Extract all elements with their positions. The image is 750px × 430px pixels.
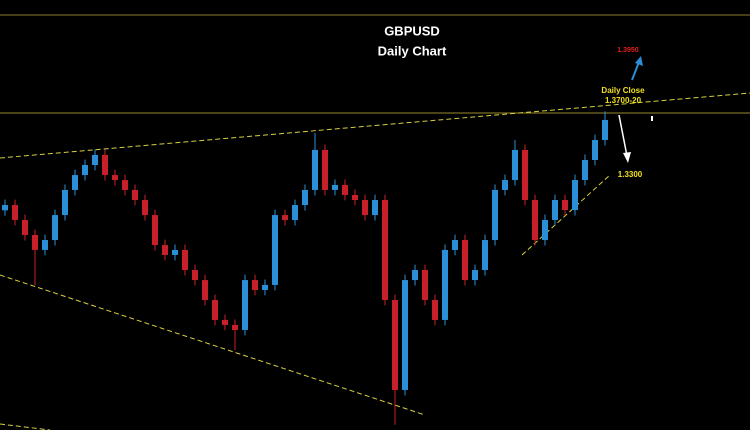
candle-body (302, 189, 308, 206)
candle-body (422, 270, 428, 301)
candle-body (432, 300, 438, 320)
candle-body (382, 200, 388, 301)
chart-subtitle: Daily Chart (378, 43, 447, 58)
candle-body (332, 184, 338, 190)
candle-body (202, 280, 208, 301)
candle-body (362, 200, 368, 216)
candle-body (412, 270, 418, 281)
arrow-head (623, 152, 631, 163)
candle-body (152, 215, 158, 246)
candle-body (342, 184, 348, 195)
candle-body (82, 164, 88, 176)
candle-body (472, 270, 478, 281)
candle-body (262, 284, 268, 290)
candle-body (212, 300, 218, 320)
candle-body (142, 200, 148, 216)
candle-body (372, 200, 378, 216)
candle-body (192, 270, 198, 281)
candle-body (162, 245, 168, 255)
trend-line (0, 92, 750, 159)
candle-body (282, 215, 288, 221)
annotation: Daily Close (601, 86, 645, 95)
candle-body (52, 215, 58, 241)
candle-body (32, 235, 38, 250)
trend-line (0, 423, 51, 430)
candle-body (312, 149, 318, 190)
candle-body (322, 149, 328, 190)
candles (2, 111, 608, 425)
trend-line (521, 174, 611, 256)
candle-body (112, 175, 118, 181)
arrow (631, 61, 640, 81)
candle-body (252, 280, 258, 290)
chart-title: GBPUSD (384, 23, 440, 38)
candle-body (102, 154, 108, 176)
candle-body (172, 249, 178, 255)
candle-body (452, 240, 458, 250)
candle-body (272, 215, 278, 285)
candle-body (182, 249, 188, 271)
candle-body (232, 324, 238, 330)
candle-body (492, 189, 498, 241)
marker (651, 116, 653, 121)
candle-body (42, 240, 48, 250)
candle-body (562, 200, 568, 211)
candle-body (462, 240, 468, 281)
candle-body (242, 280, 248, 330)
arrow-head (635, 56, 643, 66)
candle-body (502, 180, 508, 190)
candle-body (572, 180, 578, 211)
candle-body (2, 205, 8, 211)
candle-body (542, 219, 548, 241)
candle-body (582, 159, 588, 181)
candle-body (392, 300, 398, 390)
arrow (618, 114, 628, 157)
candle-body (512, 149, 518, 181)
candle-body (402, 280, 408, 390)
candle-body (12, 205, 18, 220)
candle-body (72, 175, 78, 190)
candle-body (602, 119, 608, 141)
candle-body (592, 140, 598, 160)
annotation: 1.3950 (617, 47, 639, 54)
candle-body (122, 180, 128, 190)
candle-body (552, 200, 558, 220)
candle-body (292, 205, 298, 221)
candle-body (222, 319, 228, 325)
candle-body (22, 219, 28, 236)
candle-body (352, 194, 358, 201)
annotation: 1.3300 (618, 170, 643, 179)
candle-body (132, 189, 138, 201)
candle-body (62, 189, 68, 216)
annotation: 1.3700-20 (605, 96, 642, 105)
candle-body (532, 200, 538, 241)
candle-body (92, 154, 98, 165)
candle-body (522, 149, 528, 201)
trend-line (0, 274, 426, 416)
candle-body (482, 240, 488, 271)
candle-body (442, 249, 448, 320)
